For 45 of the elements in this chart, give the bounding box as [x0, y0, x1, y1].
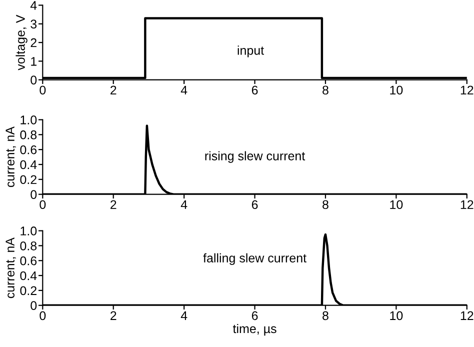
y-tick-label: 0.2: [20, 175, 36, 184]
x-tick-label: 8: [322, 86, 328, 95]
y-axis-title: current, nA: [6, 126, 16, 188]
y-tick-label: 0.2: [20, 286, 36, 296]
x-tick-label: 4: [180, 200, 188, 209]
y-tick-label: 0.6: [20, 256, 37, 266]
annotation: input: [238, 46, 264, 58]
y-axis-title: voltage, V: [16, 14, 28, 70]
x-tick-label: 2: [110, 86, 116, 94]
annotation: rising slew current: [205, 151, 306, 163]
x-tick-label: 10: [390, 86, 403, 95]
y-tick-label: 0.4: [20, 271, 37, 280]
annotation: falling slew current: [203, 253, 306, 265]
y-tick-label: 1.0: [20, 116, 37, 124]
y-tick-label: 3: [30, 20, 37, 29]
y-tick-label: 0: [30, 76, 37, 84]
y-tick-label: 0: [30, 190, 37, 199]
x-tick-label: 6: [252, 311, 258, 320]
x-tick-label: 4: [180, 311, 188, 320]
x-tick-label: 8: [322, 200, 328, 210]
x-tick-label: 12: [460, 311, 474, 320]
y-tick-label: 0: [30, 301, 37, 310]
x-tick-label: 12: [460, 200, 474, 209]
x-tick-label: 6: [252, 86, 258, 95]
y-tick-label: 0.8: [20, 130, 37, 140]
x-axis-title: time, µs: [232, 324, 276, 336]
x-tick-label: 10: [390, 200, 403, 210]
y-axis-title: current, nA: [6, 238, 16, 298]
x-tick-label: 8: [322, 311, 328, 320]
y-tick-label: 1.0: [20, 226, 37, 236]
y-tick-label: 2: [30, 38, 36, 48]
x-tick-label: 0: [40, 200, 46, 210]
x-tick-label: 12: [460, 86, 474, 94]
x-tick-label: 6: [252, 200, 258, 210]
y-tick-label: 0.8: [20, 241, 37, 250]
x-tick-label: 10: [390, 311, 403, 320]
y-tick-label: 0.6: [20, 145, 37, 154]
x-tick-label: 0: [40, 86, 46, 95]
x-tick-label: 2: [110, 200, 116, 209]
x-tick-label: 4: [180, 86, 188, 94]
y-tick-label: 1: [31, 57, 36, 66]
x-tick-label: 0: [40, 311, 46, 320]
y-tick-label: 0.4: [20, 160, 37, 170]
x-tick-label: 2: [110, 311, 116, 320]
y-tick-label: 4: [30, 1, 37, 10]
